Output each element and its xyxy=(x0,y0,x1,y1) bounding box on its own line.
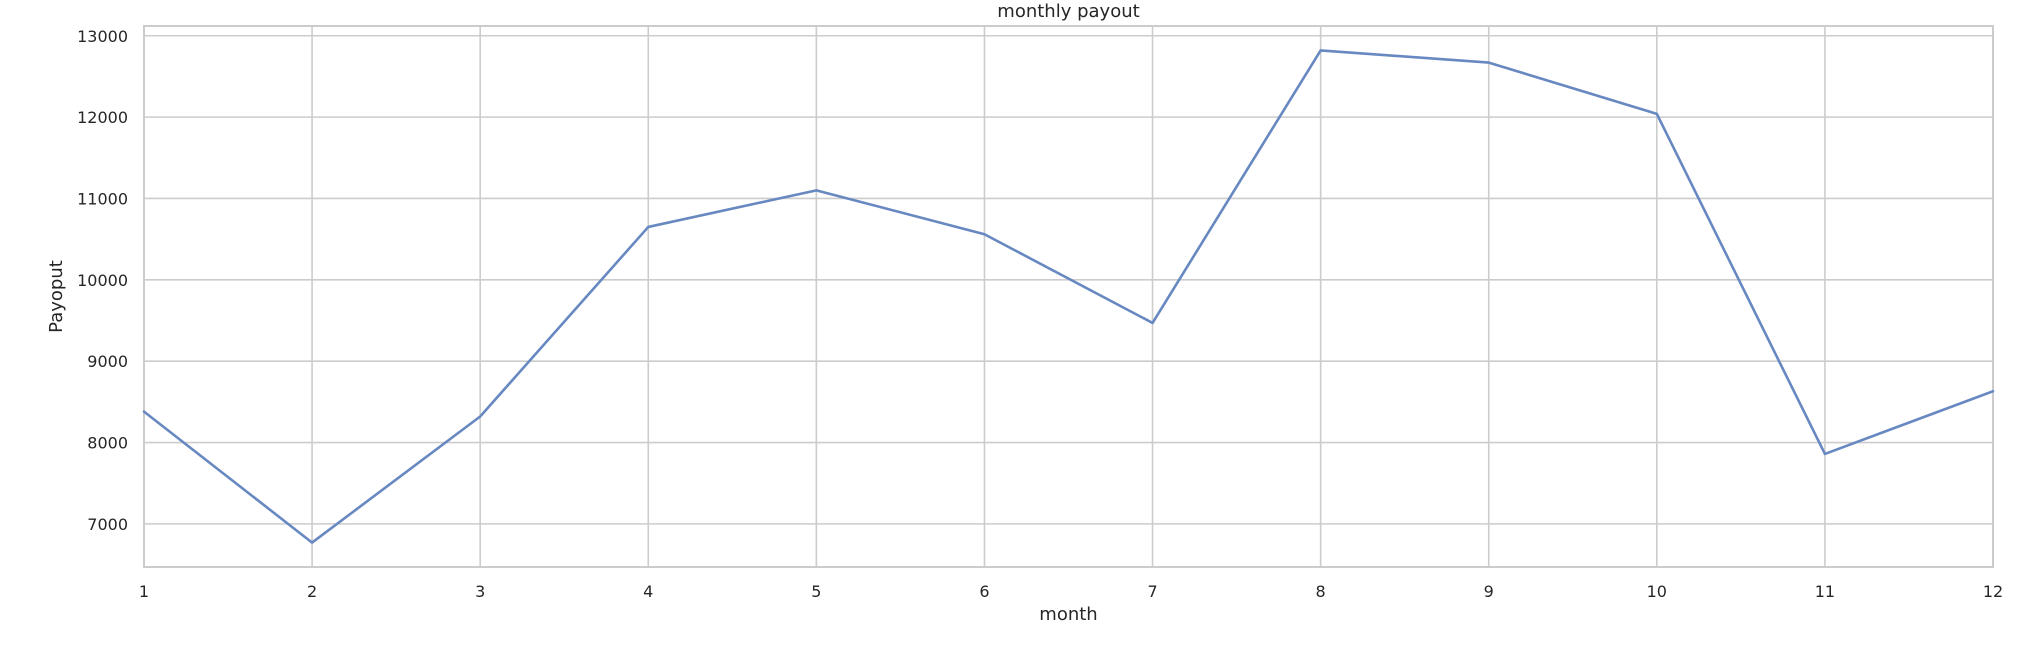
x-tick-label: 11 xyxy=(1815,582,1835,601)
x-tick-labels: 1 2 3 4 5 6 7 8 9 10 11 12 xyxy=(139,582,2003,601)
grid xyxy=(143,26,1994,567)
x-tick-label: 1 xyxy=(139,582,149,601)
x-tick-label: 10 xyxy=(1647,582,1667,601)
series-layer xyxy=(142,49,1995,544)
y-tick-label: 12000 xyxy=(77,108,128,127)
x-tick-label: 8 xyxy=(1316,582,1326,601)
x-tick-label: 6 xyxy=(979,582,989,601)
x-tick-label: 4 xyxy=(643,582,653,601)
y-tick-label: 13000 xyxy=(77,27,128,46)
x-tick-label: 12 xyxy=(1983,582,2003,601)
plot-frame xyxy=(143,25,1994,568)
x-tick-label: 5 xyxy=(811,582,821,601)
series-line xyxy=(142,49,1995,544)
x-tick-label: 7 xyxy=(1147,582,1157,601)
y-tick-label: 7000 xyxy=(87,515,128,534)
y-tick-label: 9000 xyxy=(87,352,128,371)
y-tick-label: 11000 xyxy=(77,189,128,208)
x-axis-label: month xyxy=(1039,604,1097,625)
y-tick-label: 8000 xyxy=(87,434,128,453)
chart-title: monthly payout xyxy=(997,1,1139,22)
x-tick-label: 2 xyxy=(307,582,317,601)
x-tick-label: 3 xyxy=(475,582,485,601)
y-tick-label: 10000 xyxy=(77,271,128,290)
y-tick-labels: 7000 8000 9000 10000 11000 12000 13000 xyxy=(77,27,128,534)
x-tick-label: 9 xyxy=(1484,582,1494,601)
y-axis-label: Payoput xyxy=(46,260,67,333)
